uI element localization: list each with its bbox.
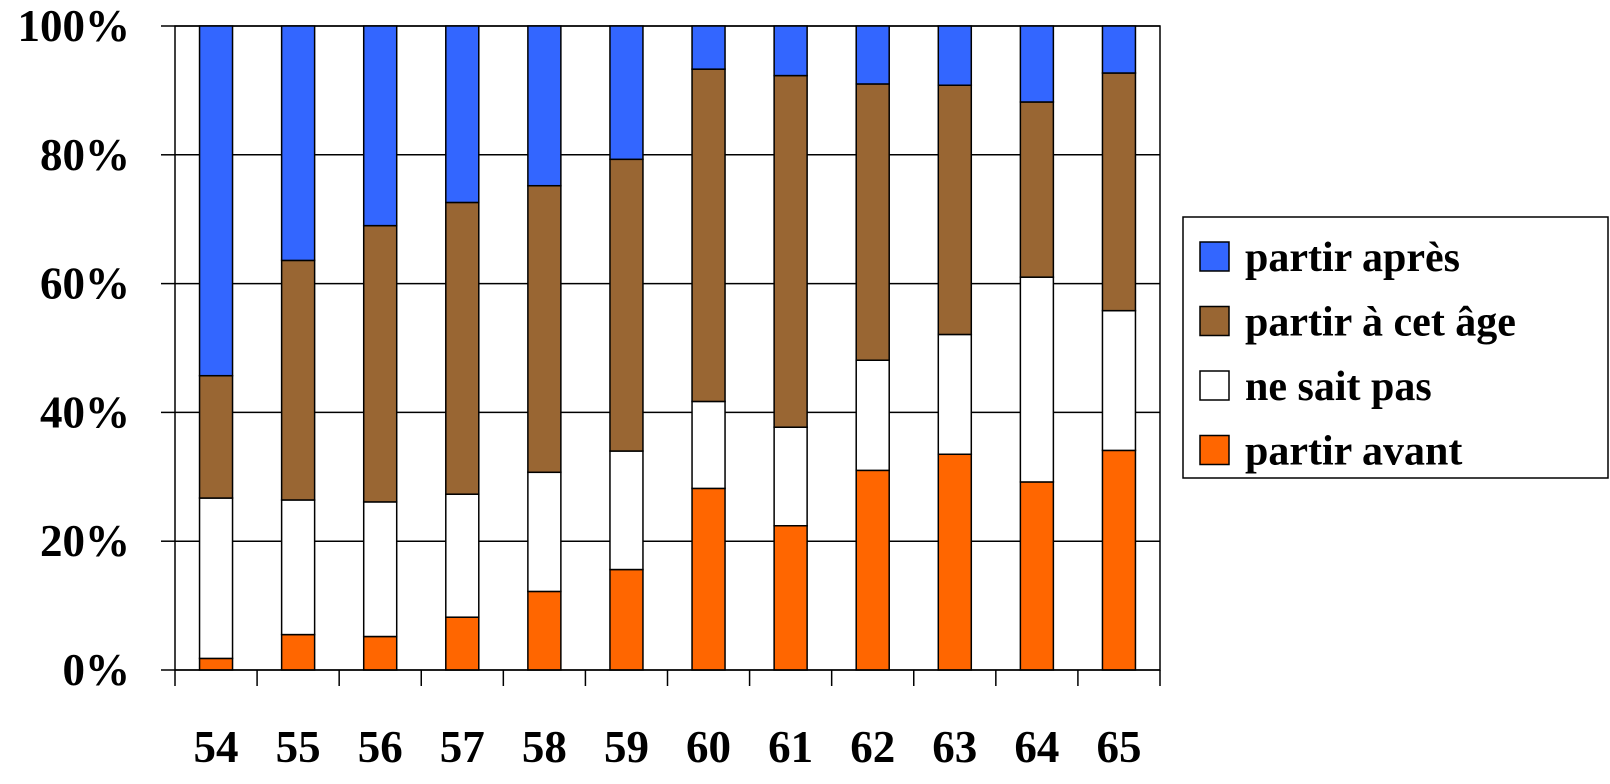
x-tick-label: 55 [276, 722, 321, 772]
x-tick-label: 57 [440, 722, 485, 772]
bar-partir-avant-55 [280, 633, 316, 671]
x-tick-label: 58 [522, 722, 567, 772]
bar-ne-sait-pas-54 [198, 497, 234, 660]
bar-partir-avant-62 [855, 469, 890, 671]
y-tick-label: 100% [18, 1, 131, 51]
bar-ne-sait-pas-58 [527, 471, 562, 593]
bar-partir-avant-57 [445, 616, 480, 671]
x-tick-label: 64 [1014, 722, 1059, 772]
plot-frame [174, 25, 1161, 671]
legend-swatch-ne-sait-pas [1199, 370, 1230, 401]
bar-partir-a-cet-age-60 [691, 68, 726, 403]
legend-label-partir-apres: partir après [1245, 235, 1460, 281]
bar-partir-avant-56 [362, 635, 398, 671]
bar-partir-apres-56 [362, 25, 398, 227]
bar-partir-a-cet-age-61 [773, 74, 808, 428]
bar-partir-apres-62 [855, 25, 890, 85]
bar-ne-sait-pas-56 [362, 501, 398, 638]
bar-partir-a-cet-age-54 [198, 374, 234, 499]
bar-partir-apres-59 [609, 25, 644, 161]
bar-partir-apres-63 [937, 25, 973, 86]
y-tick-label: 40% [40, 387, 130, 437]
bar-ne-sait-pas-59 [609, 450, 644, 571]
legend: partir après partir à cet âge ne sait pas p… [1182, 216, 1609, 479]
x-tick-label: 62 [850, 722, 895, 772]
bar-ne-sait-pas-57 [445, 493, 480, 618]
bar-partir-a-cet-age-62 [855, 83, 890, 361]
bar-partir-avant-60 [691, 487, 726, 671]
bar-ne-sait-pas-60 [691, 400, 726, 490]
bar-ne-sait-pas-62 [855, 359, 890, 472]
bar-partir-apres-60 [691, 25, 726, 70]
bar-partir-a-cet-age-65 [1101, 72, 1137, 312]
bar-partir-a-cet-age-56 [362, 224, 398, 503]
x-tick-label: 65 [1096, 722, 1141, 772]
legend-label-partir-avant: partir avant [1245, 429, 1462, 475]
legend-swatch-partir-apres [1199, 241, 1230, 272]
bar-partir-avant-54 [198, 657, 234, 671]
y-tick-label: 20% [40, 516, 130, 566]
y-tick-label: 80% [40, 130, 130, 180]
bar-partir-avant-58 [527, 590, 562, 671]
x-tick-label: 59 [604, 722, 649, 772]
bar-partir-apres-65 [1101, 25, 1137, 74]
bar-partir-avant-61 [773, 524, 808, 671]
bar-partir-a-cet-age-63 [937, 84, 973, 336]
bar-partir-apres-55 [280, 25, 316, 262]
bar-partir-a-cet-age-57 [445, 201, 480, 495]
bar-partir-avant-64 [1019, 481, 1055, 671]
x-tick-label: 61 [768, 722, 813, 772]
bar-ne-sait-pas-63 [937, 333, 973, 456]
legend-label-ne-sait-pas: ne sait pas [1245, 364, 1432, 410]
x-tick-label: 63 [932, 722, 977, 772]
bar-ne-sait-pas-55 [280, 499, 316, 636]
bar-partir-apres-58 [527, 25, 562, 187]
bar-partir-a-cet-age-59 [609, 158, 644, 452]
axes: 0% 20% 40% 60% 80% 100% 54 55 56 57 58 59 60 61 62 63 64… [18, 1, 1161, 772]
gridlines [174, 25, 1161, 671]
x-tick-label: 54 [194, 722, 239, 772]
legend-box [1182, 216, 1609, 479]
bar-ne-sait-pas-64 [1019, 276, 1055, 483]
bar-partir-a-cet-age-64 [1019, 101, 1055, 278]
y-tick-label: 60% [40, 259, 130, 309]
bar-partir-avant-65 [1101, 449, 1137, 671]
legend-swatch-partir-avant [1199, 434, 1230, 466]
bar-partir-apres-64 [1019, 25, 1055, 103]
x-tick-label: 56 [358, 722, 403, 772]
x-tick-label: 60 [686, 722, 731, 772]
bar-partir-a-cet-age-58 [527, 184, 562, 474]
legend-swatch-partir-a-cet-age [1199, 305, 1230, 337]
bar-partir-apres-61 [773, 25, 808, 77]
bar-partir-a-cet-age-55 [280, 259, 316, 501]
y-tick-label: 0% [63, 645, 131, 695]
bar-ne-sait-pas-61 [773, 426, 808, 527]
legend-label-partir-a-cet-age: partir à cet âge [1245, 300, 1516, 346]
bars [198, 25, 1137, 671]
bar-partir-avant-63 [937, 453, 973, 671]
bar-partir-apres-54 [198, 25, 234, 377]
bar-ne-sait-pas-65 [1101, 309, 1137, 452]
bar-partir-apres-57 [445, 25, 480, 204]
bar-partir-avant-59 [609, 568, 644, 671]
